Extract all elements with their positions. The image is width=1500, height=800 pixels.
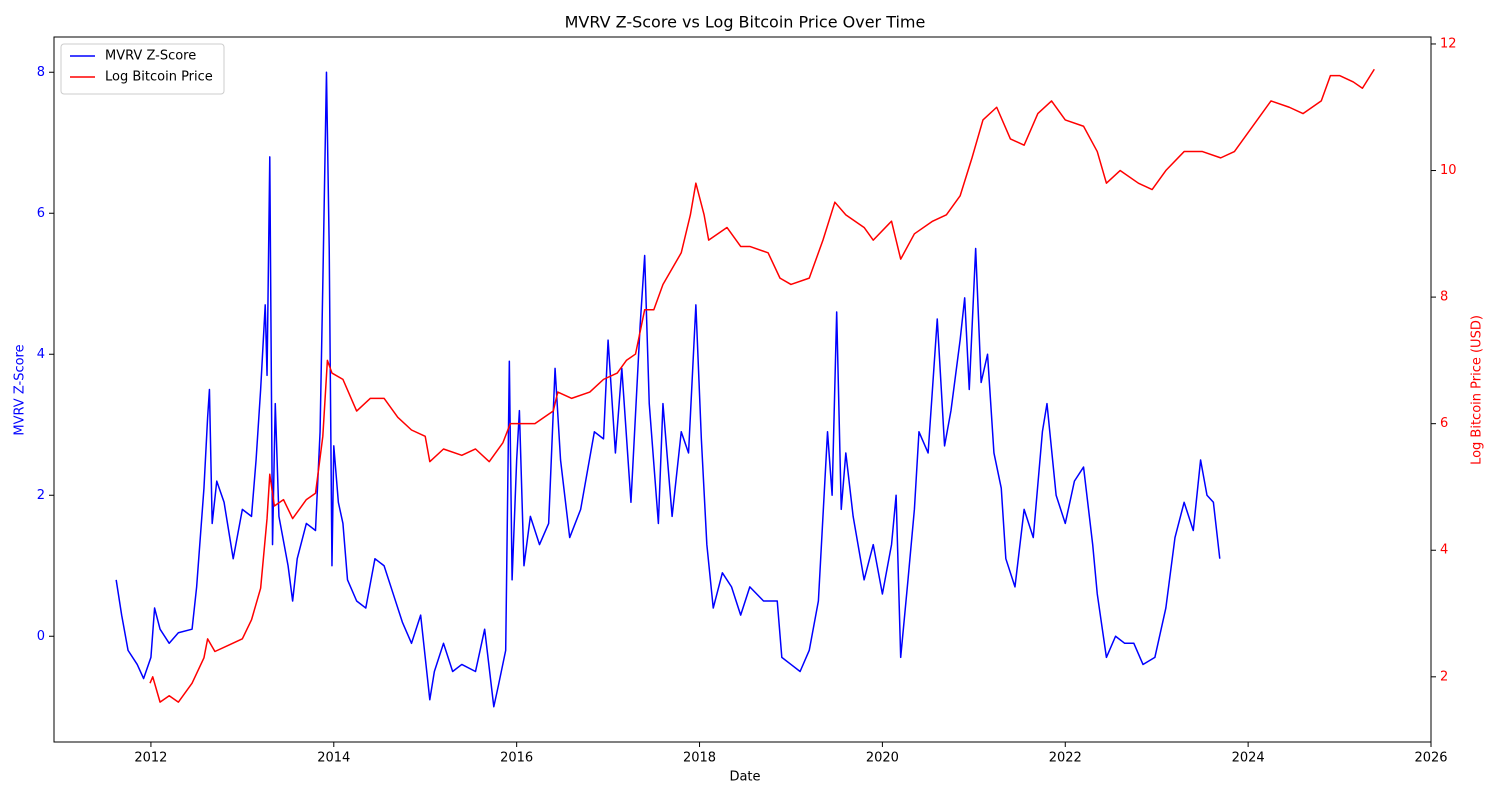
y2-tick-label: 4 <box>1440 543 1448 558</box>
x-tick-label: 2018 <box>683 751 716 766</box>
series-line <box>149 68 1375 703</box>
x-tick-label: 2022 <box>1049 751 1082 766</box>
x-tick-label: 2024 <box>1232 751 1265 766</box>
y2-tick-label: 2 <box>1440 669 1448 684</box>
x-axis-label: Date <box>729 770 760 785</box>
y-tick-label: 8 <box>37 65 45 80</box>
y2-tick-label: 12 <box>1440 36 1457 51</box>
y-tick-label: 0 <box>37 629 45 644</box>
y-axis-label: MVRV Z-Score <box>13 344 28 435</box>
x-tick-label: 2014 <box>317 751 350 766</box>
legend-box <box>60 43 225 95</box>
x-tick-label: 2026 <box>1414 751 1447 766</box>
legend-label: Log Bitcoin Price <box>105 70 213 85</box>
y2-axis-label: Log Bitcoin Price (USD) <box>1470 315 1485 465</box>
y-tick-label: 2 <box>37 488 45 503</box>
legend: MVRV Z-Score Log Bitcoin Price <box>60 43 225 95</box>
y-tick-label: 6 <box>37 206 45 221</box>
x-tick-label: 2020 <box>866 751 899 766</box>
y2-tick-label: 8 <box>1440 290 1448 305</box>
legend-label: MVRV Z-Score <box>105 49 196 64</box>
y-tick-label: 4 <box>37 347 45 362</box>
y2-tick-label: 6 <box>1440 416 1448 431</box>
plot-frame <box>53 36 1432 743</box>
y2-tick-label: 10 <box>1440 163 1457 178</box>
series-line <box>115 71 1221 708</box>
x-tick-label: 2016 <box>500 751 533 766</box>
x-tick-label: 2012 <box>134 751 167 766</box>
chart-title: MVRV Z-Score vs Log Bitcoin Price Over T… <box>565 13 926 32</box>
